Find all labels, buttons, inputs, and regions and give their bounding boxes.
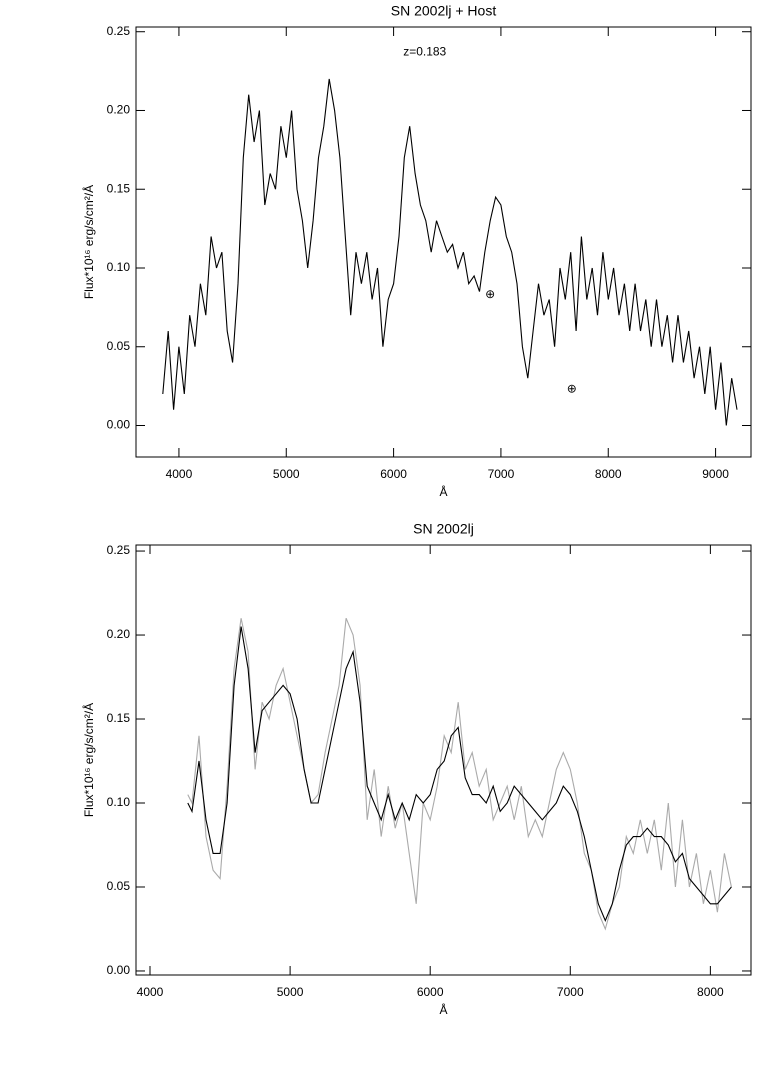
x-tick-label: 7000 [488, 467, 515, 481]
x-tick-label: 6000 [380, 467, 407, 481]
y-tick-label: 0.00 [107, 418, 131, 432]
plot-frame [135, 544, 752, 976]
annotation: ⊕ [567, 381, 577, 395]
x-axis-label: Å [439, 484, 447, 499]
y-tick-label: 0.00 [107, 963, 131, 977]
x-axis-label: Å [439, 1002, 447, 1017]
plot-frame [135, 26, 752, 458]
y-tick-label: 0.05 [107, 339, 131, 353]
y-tick-label: 0.20 [107, 627, 131, 641]
y-axis-label: Flux*10¹⁶ erg/s/cm²/Å [81, 185, 96, 299]
y-axis-label: Flux*10¹⁶ erg/s/cm²/Å [81, 703, 96, 817]
annotation: z=0.183 [403, 44, 446, 58]
x-tick-label: 8000 [697, 985, 724, 999]
spectrum-line [162, 78, 738, 426]
x-tick-label: 6000 [417, 985, 444, 999]
x-tick-label: 9000 [702, 467, 729, 481]
x-tick-label: 8000 [595, 467, 622, 481]
y-tick-label: 0.25 [107, 24, 131, 38]
chart-title: SN 2002lj [413, 521, 474, 537]
spectrum-line [187, 617, 732, 931]
x-tick-label: 5000 [277, 985, 304, 999]
y-tick-label: 0.10 [107, 260, 131, 274]
y-tick-label: 0.20 [107, 103, 131, 117]
x-tick-label: 4000 [166, 467, 193, 481]
x-tick-label: 4000 [137, 985, 164, 999]
annotation: ⊕ [485, 287, 495, 301]
x-tick-label: 5000 [273, 467, 300, 481]
y-tick-label: 0.25 [107, 543, 131, 557]
y-tick-label: 0.15 [107, 181, 131, 195]
chart-title: SN 2002lj + Host [391, 3, 497, 19]
x-tick-label: 7000 [557, 985, 584, 999]
spectrum-line [187, 626, 732, 923]
y-tick-label: 0.15 [107, 711, 131, 725]
y-tick-label: 0.05 [107, 879, 131, 893]
y-tick-label: 0.10 [107, 795, 131, 809]
